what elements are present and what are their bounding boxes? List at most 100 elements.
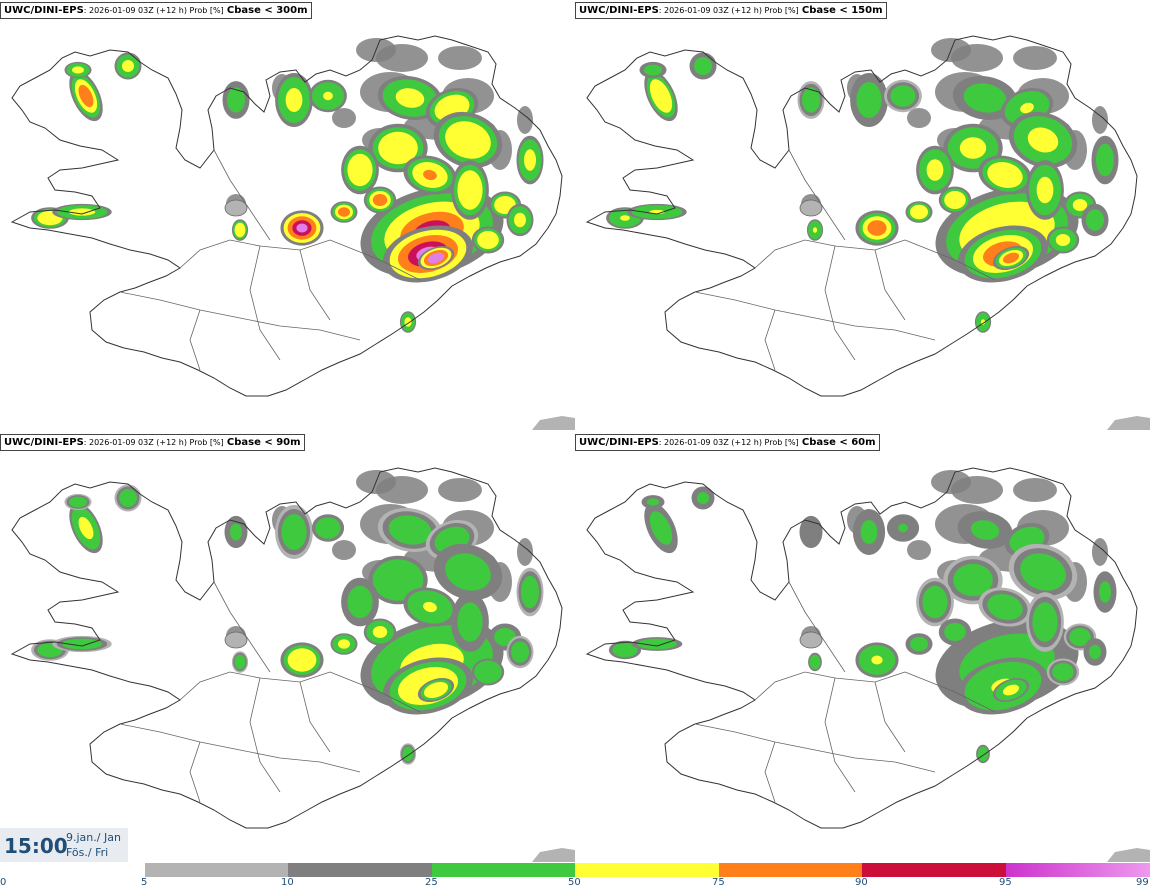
probability-area bbox=[950, 196, 960, 204]
probability-area bbox=[445, 102, 459, 114]
probability-area bbox=[45, 647, 55, 653]
probability-area bbox=[445, 534, 459, 546]
coastline bbox=[10, 467, 563, 829]
model-name: UWC/DINI-EPS bbox=[4, 437, 84, 448]
run-info: : 2026-01-09 03Z (+12 h) Prob [%] bbox=[658, 6, 799, 15]
probability-area bbox=[232, 527, 240, 537]
region-boundary bbox=[179, 239, 331, 269]
probability-area bbox=[1075, 201, 1085, 209]
probability-area bbox=[1091, 215, 1099, 225]
region-boundary bbox=[764, 309, 776, 371]
region-boundary bbox=[788, 149, 846, 241]
probability-area bbox=[431, 254, 441, 262]
probability-area bbox=[930, 163, 940, 177]
probability-area bbox=[1040, 614, 1050, 630]
region-boundary bbox=[904, 671, 996, 713]
probability-area bbox=[812, 227, 818, 233]
region-boundary bbox=[299, 249, 331, 321]
probability-area bbox=[526, 585, 534, 599]
region-boundary bbox=[213, 581, 271, 673]
colorbar-tick: 99 bbox=[1136, 877, 1149, 888]
probability-area bbox=[459, 564, 477, 580]
probability-area bbox=[915, 641, 923, 647]
probability-area bbox=[1006, 254, 1016, 262]
probability-area bbox=[1101, 153, 1109, 167]
colorbar-segment bbox=[288, 863, 432, 877]
probability-area bbox=[1034, 132, 1052, 148]
colorbar-tick: 5 bbox=[141, 877, 148, 888]
low-prob-area bbox=[1013, 46, 1057, 70]
probability-area bbox=[516, 647, 524, 657]
edge-region bbox=[532, 416, 575, 430]
region-boundary bbox=[694, 723, 936, 773]
probability-area bbox=[237, 227, 243, 233]
probability-area bbox=[898, 91, 908, 101]
probability-area bbox=[465, 182, 475, 198]
model-name: UWC/DINI-EPS bbox=[4, 5, 84, 16]
edge-region bbox=[1107, 416, 1150, 430]
probability-area bbox=[74, 67, 82, 73]
map-panel-cbase-60: UWC/DINI-EPS: 2026-01-09 03Z (+12 h) Pro… bbox=[575, 432, 1150, 862]
region-boundary bbox=[299, 681, 331, 753]
probability-area bbox=[864, 93, 874, 107]
region-boundary bbox=[754, 239, 906, 269]
low-prob-area bbox=[1013, 478, 1057, 502]
colorbar-tick: 10 bbox=[281, 877, 294, 888]
threshold-label: Cbase < 150m bbox=[801, 5, 883, 16]
probability-area bbox=[980, 319, 986, 325]
probability-area bbox=[620, 647, 630, 653]
probability-area bbox=[483, 668, 493, 676]
probability-area bbox=[812, 659, 818, 665]
run-info: : 2026-01-09 03Z (+12 h) Prob [%] bbox=[83, 438, 224, 447]
coastline bbox=[585, 35, 1138, 397]
probability-area bbox=[998, 601, 1012, 613]
probability-area bbox=[355, 163, 365, 177]
colorbar-tick: 90 bbox=[855, 877, 868, 888]
glacier bbox=[224, 631, 248, 649]
probability-area bbox=[699, 494, 707, 502]
probability-area bbox=[390, 141, 406, 155]
low-prob-area bbox=[438, 478, 482, 502]
region-boundary bbox=[754, 671, 906, 701]
probability-area bbox=[465, 614, 475, 630]
probability-area bbox=[516, 215, 524, 225]
probability-area bbox=[500, 633, 510, 641]
probability-area bbox=[340, 641, 348, 647]
colorbar-tick: 95 bbox=[999, 877, 1012, 888]
probability-area bbox=[74, 499, 82, 505]
region-boundary bbox=[119, 291, 361, 341]
probability-area bbox=[1020, 534, 1034, 546]
low-prob-area bbox=[332, 540, 356, 560]
probability-area bbox=[323, 91, 333, 101]
region-boundary bbox=[874, 249, 906, 321]
probability-area bbox=[405, 319, 411, 325]
probability-area bbox=[124, 494, 132, 502]
probability-area bbox=[237, 659, 243, 665]
probability-area bbox=[965, 141, 981, 155]
region-boundary bbox=[119, 723, 361, 773]
probability-area bbox=[375, 628, 385, 636]
region-boundary bbox=[213, 149, 271, 241]
probability-area bbox=[649, 67, 657, 73]
iceland-map bbox=[10, 35, 575, 430]
probability-area bbox=[649, 499, 657, 505]
probability-area bbox=[405, 751, 411, 757]
region-boundary bbox=[249, 245, 281, 361]
probability-area bbox=[871, 223, 883, 233]
probability-area bbox=[656, 89, 666, 103]
region-boundary bbox=[329, 239, 421, 281]
probability-area bbox=[423, 169, 437, 181]
probability-area bbox=[81, 89, 91, 103]
probability-area bbox=[976, 92, 994, 104]
probability-area bbox=[699, 62, 707, 70]
iceland-map bbox=[10, 467, 575, 862]
colorbar-segment bbox=[719, 863, 862, 877]
probability-area bbox=[500, 201, 510, 209]
probability-area bbox=[296, 223, 308, 233]
probability-area bbox=[431, 686, 441, 694]
colorbar-segment bbox=[145, 863, 288, 877]
probability-area bbox=[1040, 182, 1050, 198]
colorbar-segment bbox=[1006, 863, 1150, 877]
probability-area bbox=[807, 527, 815, 537]
model-name: UWC/DINI-EPS bbox=[579, 5, 659, 16]
